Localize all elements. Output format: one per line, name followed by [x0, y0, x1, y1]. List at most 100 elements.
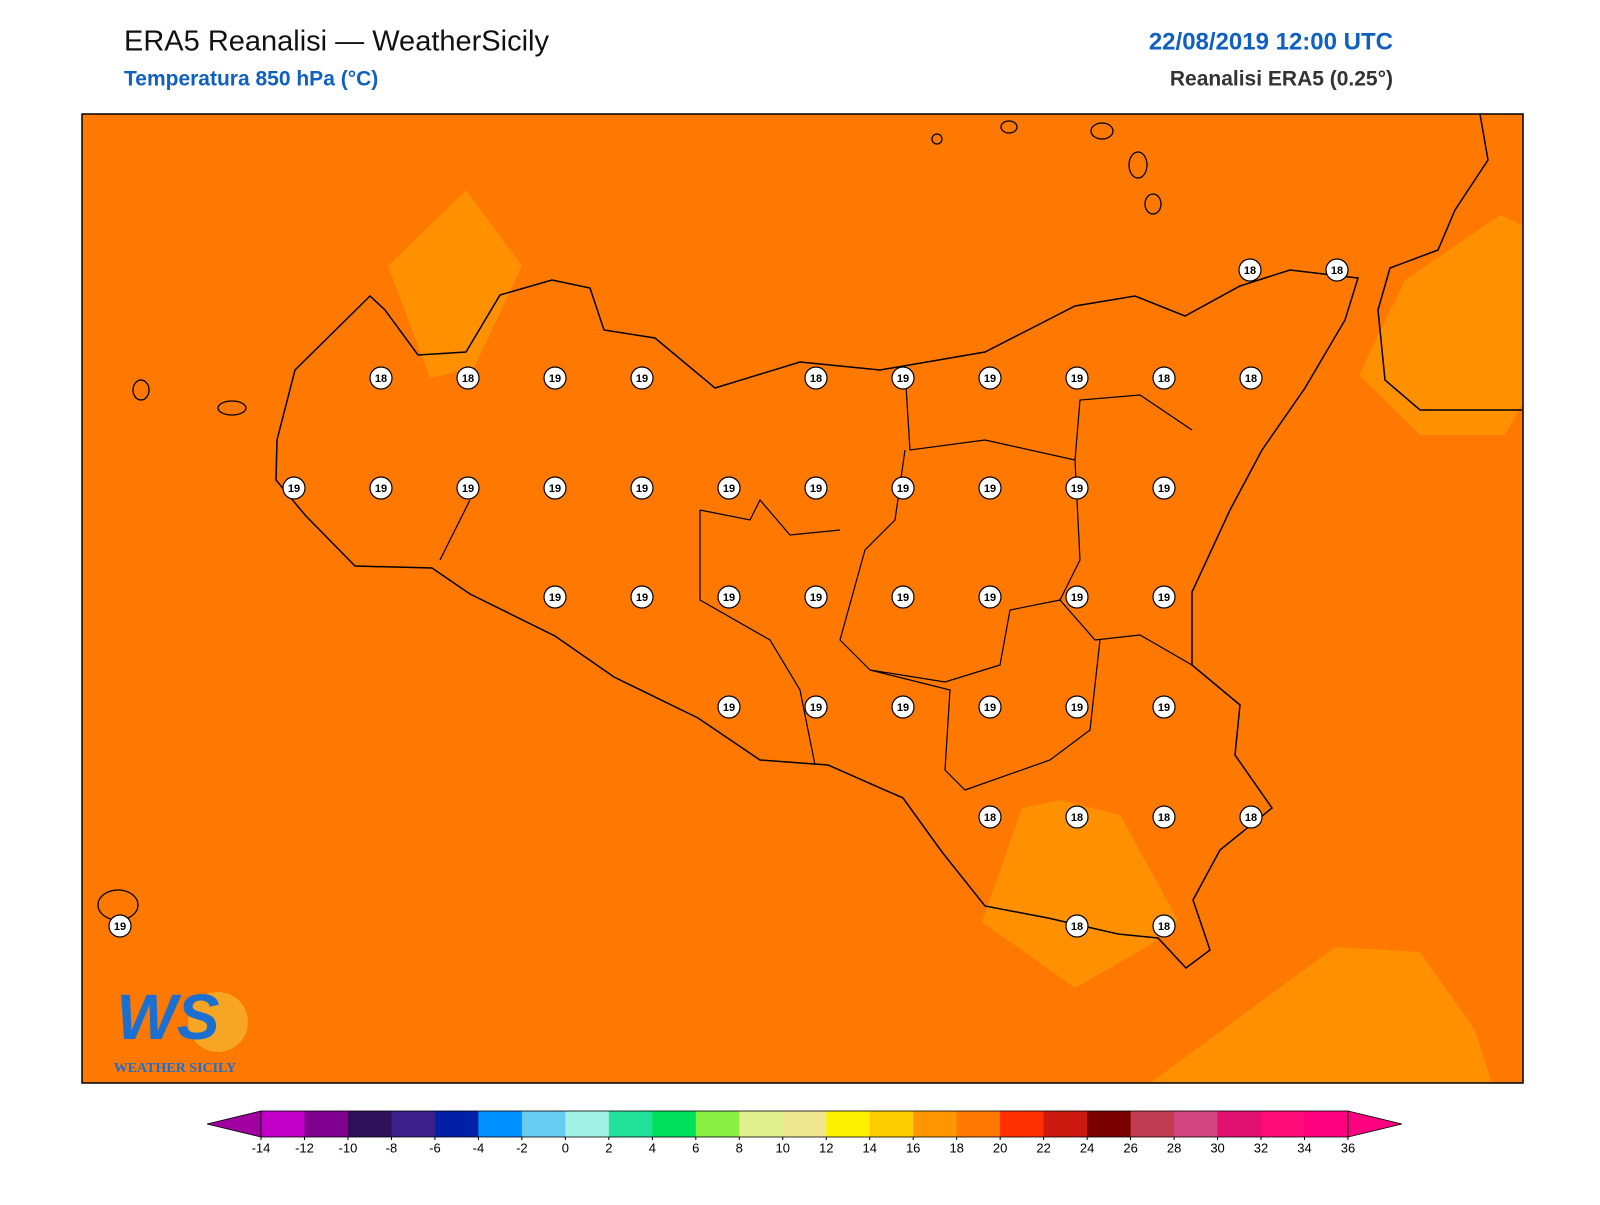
station-marker	[543, 585, 567, 609]
station-marker	[978, 366, 1002, 390]
station-marker	[978, 476, 1002, 500]
station-marker	[978, 805, 1002, 829]
colorbar-bin	[565, 1111, 610, 1137]
station-marker	[1152, 805, 1176, 829]
station-value: 19	[984, 592, 996, 604]
colorbar-tick-label: 36	[1341, 1140, 1355, 1155]
station-value: 19	[897, 592, 909, 604]
islands	[97, 120, 1162, 921]
warm-patch	[1150, 947, 1492, 1083]
logo: WS WEATHER SICILY	[114, 981, 248, 1076]
colorbar-bin	[521, 1111, 566, 1137]
station-marker	[804, 695, 828, 719]
station-value: 19	[1071, 592, 1083, 604]
subtitle: Temperatura 850 hPa (°C)	[124, 68, 378, 91]
station-marker	[1239, 366, 1263, 390]
station-marker	[891, 585, 915, 609]
colorbar-tick-label: 24	[1080, 1140, 1094, 1155]
station-value: 18	[375, 373, 387, 385]
station-marker	[108, 914, 132, 938]
station-value: 19	[810, 592, 822, 604]
station-marker	[456, 476, 480, 500]
colorbar-tick-label: -6	[429, 1140, 441, 1155]
station-value: 19	[462, 483, 474, 495]
station-value: 19	[984, 483, 996, 495]
station-marker	[1065, 476, 1089, 500]
colorbar-bin	[478, 1111, 523, 1137]
colorbar-bin	[739, 1111, 784, 1137]
station-value: 18	[1158, 373, 1170, 385]
logo-mark: WS	[116, 981, 219, 1053]
station-marker	[543, 366, 567, 390]
colorbar-bin	[304, 1111, 349, 1137]
source: Reanalisi ERA5 (0.25°)	[1170, 68, 1393, 91]
colorbar-tick-label: 22	[1036, 1140, 1050, 1155]
station-marker	[1065, 805, 1089, 829]
station-marker	[1238, 258, 1262, 282]
station-marker	[717, 585, 741, 609]
colorbar-bin	[261, 1111, 305, 1137]
colorbar-bin	[826, 1111, 871, 1137]
station-value: 18	[1071, 812, 1083, 824]
logo-text: WEATHER SICILY	[114, 1061, 237, 1076]
colorbar-bin	[1174, 1111, 1219, 1137]
station-value: 19	[723, 483, 735, 495]
colorbar-tick-label: 34	[1297, 1140, 1311, 1155]
colorbar-tick-label: 8	[736, 1140, 743, 1155]
colorbar-under	[206, 1110, 262, 1138]
temperature-field	[82, 114, 1523, 1083]
station-value: 18	[984, 812, 996, 824]
colorbar-bin	[913, 1111, 958, 1137]
colorbar-bin	[782, 1111, 827, 1137]
colorbar-tick-label: 18	[949, 1140, 963, 1155]
station-marker	[1065, 914, 1089, 938]
station-marker	[1152, 914, 1176, 938]
station-marker	[804, 476, 828, 500]
colorbar-bin	[1130, 1111, 1175, 1137]
title: ERA5 Reanalisi — WeatherSicily	[124, 26, 549, 58]
station-value: 19	[723, 702, 735, 714]
colorbar-tick-label: 10	[776, 1140, 790, 1155]
colorbar-bin	[1304, 1111, 1349, 1137]
warm-patch	[1359, 215, 1522, 435]
station-value: 19	[897, 483, 909, 495]
stations: 18 18 18 18 19 19 18 19 19 19 18 18 19 19 19 19 19 19 19 19…	[108, 258, 1349, 938]
station-marker	[1325, 258, 1349, 282]
logo-sun	[188, 992, 248, 1052]
station-marker	[282, 476, 306, 500]
station-value: 19	[1071, 483, 1083, 495]
station-marker	[978, 585, 1002, 609]
station-value: 19	[1158, 702, 1170, 714]
station-marker	[369, 366, 393, 390]
station-value: 19	[1158, 483, 1170, 495]
colorbar-tick-label: 32	[1254, 1140, 1268, 1155]
warm-patch	[982, 800, 1178, 988]
station-value: 19	[549, 483, 561, 495]
map-frame	[81, 113, 1524, 1084]
station-value: 19	[984, 702, 996, 714]
station-value: 19	[375, 483, 387, 495]
colorbar-tick-label: 28	[1167, 1140, 1181, 1155]
station-marker	[1152, 476, 1176, 500]
station-value: 19	[897, 373, 909, 385]
station-marker	[804, 585, 828, 609]
station-marker	[1152, 366, 1176, 390]
station-marker	[891, 476, 915, 500]
colorbar-tick-label: 12	[819, 1140, 833, 1155]
coastline	[1377, 113, 1522, 411]
station-value: 19	[1158, 592, 1170, 604]
colorbar-bin	[434, 1111, 479, 1137]
coastline	[275, 269, 1359, 970]
station-value: 19	[723, 592, 735, 604]
colorbar-tick-label: 4	[649, 1140, 656, 1155]
colorbar-bin	[391, 1111, 436, 1137]
station-value: 19	[549, 592, 561, 604]
station-marker	[891, 695, 915, 719]
colorbar-bin	[695, 1111, 740, 1137]
station-value: 18	[1245, 373, 1257, 385]
station-value: 19	[810, 702, 822, 714]
station-value: 19	[549, 373, 561, 385]
station-marker	[1152, 585, 1176, 609]
station-value: 18	[1244, 265, 1256, 277]
station-marker	[1065, 366, 1089, 390]
